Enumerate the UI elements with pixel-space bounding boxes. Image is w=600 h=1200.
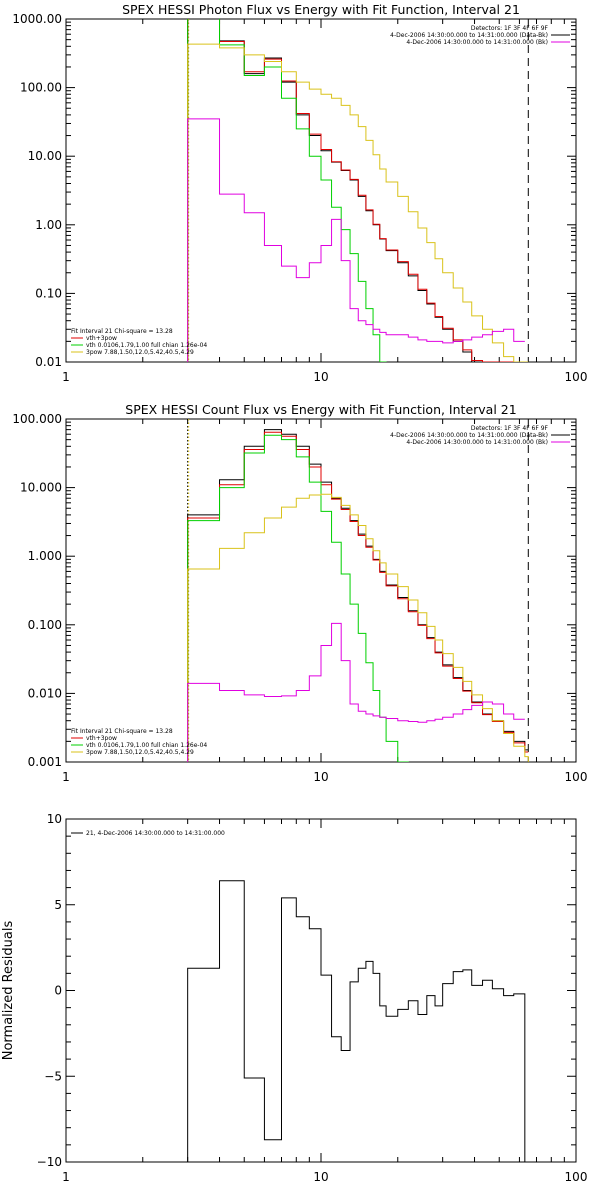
x-tick-label: 100 [565,1170,588,1184]
chart-title: SPEX HESSI Photon Flux vs Energy with Fi… [122,2,520,17]
plot-frame [65,818,577,1163]
legend-topright-text: Detectors: 1F 3F 4F 6F 9F [471,25,549,32]
legend-bottomleft-text: Fit Interval 21 Chi-square = 13.28 [71,328,173,335]
x-tick-label: 10 [313,770,328,784]
legend-bottomleft-text: vth 0.0106,1.79,1.00 full chian 1.26e-04 [86,742,207,749]
y-tick-label: 5 [54,898,62,912]
y-tick-label: 0.100 [28,618,62,632]
legend-bottomleft-text: vth+3pow [86,335,117,342]
y-tick-label: 0.010 [28,686,62,700]
y-tick-label: −5 [44,1069,62,1083]
series-line-2 [187,19,525,362]
y-tick-label: 1000.00 [12,12,62,26]
x-tick-label: 100 [565,770,588,784]
series-line-4 [187,43,529,362]
legend-bottomleft-text: 3pow 7.88,1.50,12.0,5.42,40.5,4.29 [86,349,194,356]
series-line-5 [187,118,525,362]
chart-title: SPEX HESSI Count Flux vs Energy with Fit… [125,402,516,417]
series-group [187,19,529,362]
series-line-3 [187,19,387,362]
series-line-4 [187,493,529,762]
y-tick-label: 0.01 [35,355,62,369]
legend-topright-text: 4-Dec-2006 14:30:00.000 to 14:31:00.000 … [406,439,548,446]
legend-bottomleft-text: vth 0.0106,1.79,1.00 full chian 1.26e-04 [86,342,207,349]
panel-2: 1 10 100 0.001 0.010 0.100 1.000 10.000 100.000 D… [12,412,587,784]
series-line-3 [187,434,409,762]
plot-frame [65,18,577,363]
legend-topright-text: 4-Dec-2006 14:30:00.000 to 14:31:00.000 … [406,39,548,46]
legend-topleft-text: 21, 4-Dec-2006 14:30:00.000 to 14:31:00.… [86,830,225,837]
series-line-5 [187,622,525,762]
legend-bottomleft-text: Fit Interval 21 Chi-square = 13.28 [71,728,173,735]
series-line-2 [187,431,529,762]
series-group [187,429,529,762]
panel-1: 1 10 100 0.01 0.10 1.00 10.00 100.00 1000.00 Dete… [12,12,588,384]
series-group [187,880,529,1162]
x-tick-label: 100 [565,370,588,384]
x-tick-label: 1 [62,370,70,384]
x-tick-label: 1 [62,1170,70,1184]
y-tick-label: 1.000 [28,549,62,563]
legend-bottomleft-text: 3pow 7.88,1.50,12.0,5.42,40.5,4.29 [86,749,194,756]
x-tick-label: 1 [62,770,70,784]
series-line-1 [187,880,529,1162]
x-tick-label: 10 [313,370,328,384]
y-axis-label: Normalized Residuals [1,921,16,1061]
y-tick-label: 0.10 [35,286,62,300]
y-tick-label: 10 [47,812,62,826]
legend-topright-text: 4-Dec-2006 14:30:00.000 to 14:31:00.000 … [390,32,548,39]
y-tick-label: 10.000 [20,481,62,495]
y-tick-label: 100.00 [20,81,62,95]
y-tick-label: −10 [37,1155,62,1169]
y-tick-label: 0 [54,984,62,998]
legend-bottomleft-text: vth+3pow [86,735,117,742]
x-tick-label: 10 [313,1170,328,1184]
legend-topright-text: 4-Dec-2006 14:30:00.000 to 14:31:00.000 … [390,432,548,439]
y-tick-label: 10.00 [28,149,62,163]
panel-3: 1 10 100 −10 −5 0 5 10 21, 4-Dec-2006 14:30:00.0… [37,812,588,1184]
y-tick-label: 100.000 [12,412,62,426]
y-tick-label: 1.00 [35,218,62,232]
series-line-1 [187,19,525,362]
legend-topright-text: Detectors: 1F 3F 4F 6F 9F [471,425,549,432]
series-line-1 [187,429,529,762]
y-tick-label: 0.001 [28,755,62,769]
